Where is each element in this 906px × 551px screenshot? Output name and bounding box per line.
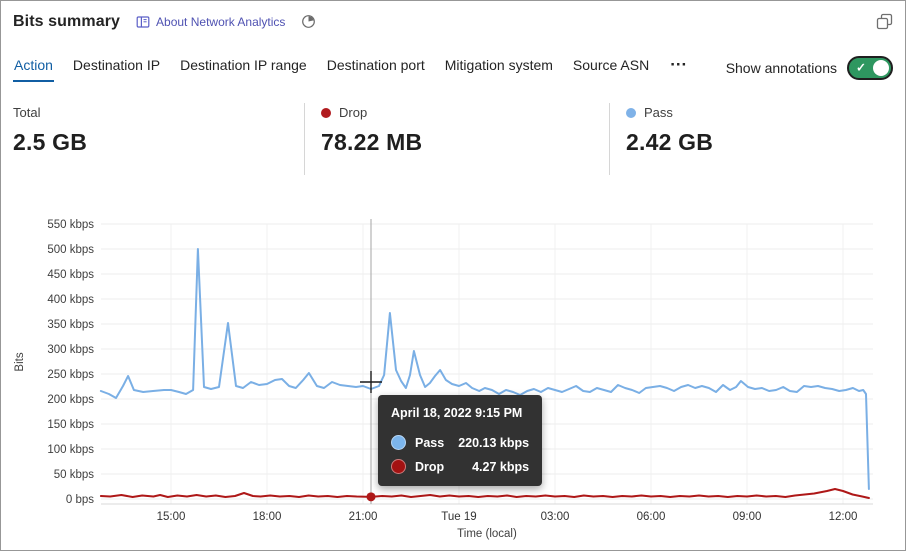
book-icon: [136, 15, 150, 28]
svg-text:03:00: 03:00: [541, 511, 570, 523]
tab-destination-ip-range[interactable]: Destination IP range: [179, 53, 308, 82]
svg-text:500 kbps: 500 kbps: [47, 244, 94, 256]
more-tabs-button[interactable]: ···: [670, 54, 688, 74]
svg-text:100 kbps: 100 kbps: [47, 444, 94, 456]
svg-text:0 bps: 0 bps: [66, 494, 94, 506]
tooltip-row-drop: Drop 4.27 kbps: [391, 459, 529, 474]
svg-text:21:00: 21:00: [349, 511, 378, 523]
show-annotations-label: Show annotations: [725, 59, 837, 76]
svg-text:150 kbps: 150 kbps: [47, 419, 94, 431]
check-icon: ✓: [856, 59, 867, 74]
chart-tooltip: April 18, 2022 9:15 PM Pass 220.13 kbps …: [378, 395, 543, 486]
tab-destination-ip[interactable]: Destination IP: [72, 53, 161, 82]
tooltip-row-pass: Pass 220.13 kbps: [391, 435, 529, 450]
svg-text:06:00: 06:00: [637, 511, 666, 523]
pivot-tabs: Action Destination IP Destination IP ran…: [13, 53, 893, 82]
tab-source-asn[interactable]: Source ASN: [572, 53, 650, 82]
page-title: Bits summary: [13, 12, 121, 30]
svg-text:09:00: 09:00: [733, 511, 762, 523]
stat-pass-value: 2.42 GB: [626, 129, 714, 155]
svg-text:350 kbps: 350 kbps: [47, 319, 94, 331]
about-network-analytics-link[interactable]: About Network Analytics: [136, 15, 285, 29]
stat-divider: [304, 103, 305, 175]
pie-chart-icon: [302, 15, 316, 28]
pass-legend-dot: [626, 107, 636, 118]
svg-text:200 kbps: 200 kbps: [47, 394, 94, 406]
tab-action[interactable]: Action: [13, 53, 54, 82]
tooltip-drop-label: Drop: [415, 459, 445, 474]
about-link-label: About Network Analytics: [156, 14, 286, 29]
tab-mitigation-system[interactable]: Mitigation system: [444, 53, 554, 82]
stat-pass-label: Pass: [644, 105, 673, 120]
tooltip-pass-label: Pass: [415, 435, 445, 450]
svg-text:400 kbps: 400 kbps: [47, 294, 94, 306]
summary-stats: Total 2.5 GB Drop 78.22 MB Pass 2.42 GB: [1, 101, 905, 179]
tooltip-drop-value: 4.27 kbps: [472, 459, 530, 474]
drop-legend-dot: [321, 107, 331, 118]
svg-text:Tue 19: Tue 19: [441, 511, 476, 523]
svg-text:250 kbps: 250 kbps: [47, 369, 94, 381]
stat-total-value: 2.5 GB: [13, 129, 88, 155]
pass-series-dot: [391, 435, 406, 450]
svg-text:15:00: 15:00: [157, 511, 186, 523]
toggle-knob: [873, 59, 889, 76]
annotations-control: Show annotations ✓: [725, 55, 893, 80]
svg-text:12:00: 12:00: [829, 511, 858, 523]
drop-series-dot: [391, 459, 406, 474]
tooltip-timestamp: April 18, 2022 9:15 PM: [391, 406, 523, 420]
time-range-pie-icon[interactable]: [299, 12, 318, 31]
panel-header: Bits summary About Network Analytics: [13, 11, 895, 32]
svg-text:300 kbps: 300 kbps: [47, 344, 94, 356]
popout-icon: [876, 13, 893, 30]
svg-text:18:00: 18:00: [253, 511, 282, 523]
tooltip-pass-value: 220.13 kbps: [458, 435, 530, 450]
stat-pass: Pass 2.42 GB: [626, 105, 713, 156]
stat-drop-value: 78.22 MB: [321, 129, 423, 155]
stat-drop: Drop 78.22 MB: [321, 105, 422, 156]
stat-divider: [609, 103, 610, 175]
svg-text:Time (local): Time (local): [457, 528, 517, 540]
stat-total-label: Total: [13, 105, 41, 120]
svg-text:450 kbps: 450 kbps: [47, 269, 94, 281]
tab-destination-port[interactable]: Destination port: [326, 53, 426, 82]
svg-text:Bits: Bits: [14, 352, 26, 371]
stat-total: Total 2.5 GB: [13, 105, 87, 156]
stat-drop-label: Drop: [339, 105, 368, 120]
popout-button[interactable]: [874, 11, 895, 32]
svg-text:50 kbps: 50 kbps: [54, 469, 95, 481]
svg-text:550 kbps: 550 kbps: [47, 219, 94, 231]
show-annotations-toggle[interactable]: ✓: [847, 55, 893, 80]
